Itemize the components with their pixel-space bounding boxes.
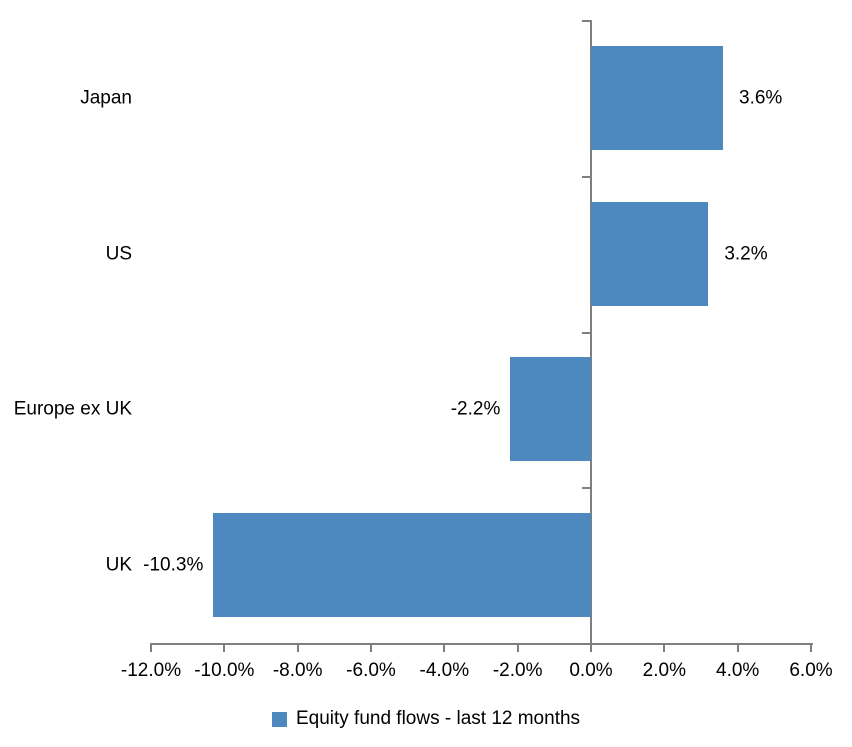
x-axis-line [151,643,813,645]
x-axis-tick-label: -6.0% [346,660,396,681]
x-axis-tick-label: 2.0% [642,660,686,681]
category-label: Europe ex UK [13,398,132,420]
x-axis-tick-label: -2.0% [492,660,543,681]
legend: Equity fund flows - last 12 months [0,708,852,730]
zero-axis-line [590,20,592,643]
bar-value-label: -2.2% [450,398,501,420]
x-axis-tick-label: 6.0% [789,660,833,681]
x-axis-tick-label: 4.0% [716,660,760,681]
category-label: UK [105,554,132,576]
bar-us [591,201,709,306]
x-axis-tick-label: 0.0% [569,660,613,681]
x-axis-tick [736,643,739,652]
y-axis-tick [582,487,590,490]
x-axis-tick-label: -10.0% [194,660,255,681]
legend-label: Equity fund flows - last 12 months [295,708,581,729]
x-axis-tick [223,643,226,652]
x-axis-tick [370,643,372,652]
category-label: Japan [80,87,132,109]
legend-swatch-icon [271,711,287,727]
plot-area: 3.6% 3.2% -2.2% -10.3% [143,20,811,643]
x-axis-tick [296,643,299,652]
x-axis-tick-label: -12.0% [120,660,182,681]
bar-value-label: 3.6% [739,87,783,109]
bar-value-label: -10.3% [143,554,204,576]
bar-uk [213,513,591,618]
category-axis-labels: Japan US Europe ex UK UK [0,20,132,643]
category-label: US [105,243,132,265]
bar-value-label: 3.2% [724,243,768,265]
x-axis-tick [516,643,519,652]
y-axis-tick [582,175,590,178]
y-axis-tick [582,20,590,22]
bar-japan [591,45,723,150]
x-axis-tick-label: -8.0% [272,660,323,681]
x-axis-tick [590,643,592,652]
x-axis-tick-label: -4.0% [419,660,470,681]
y-axis-tick [582,331,590,334]
x-axis-tick [663,643,666,652]
x-axis-tick [150,643,152,652]
bar-europe-ex-uk [510,357,591,462]
x-axis-tick [443,643,446,652]
x-axis-tick [810,643,812,652]
